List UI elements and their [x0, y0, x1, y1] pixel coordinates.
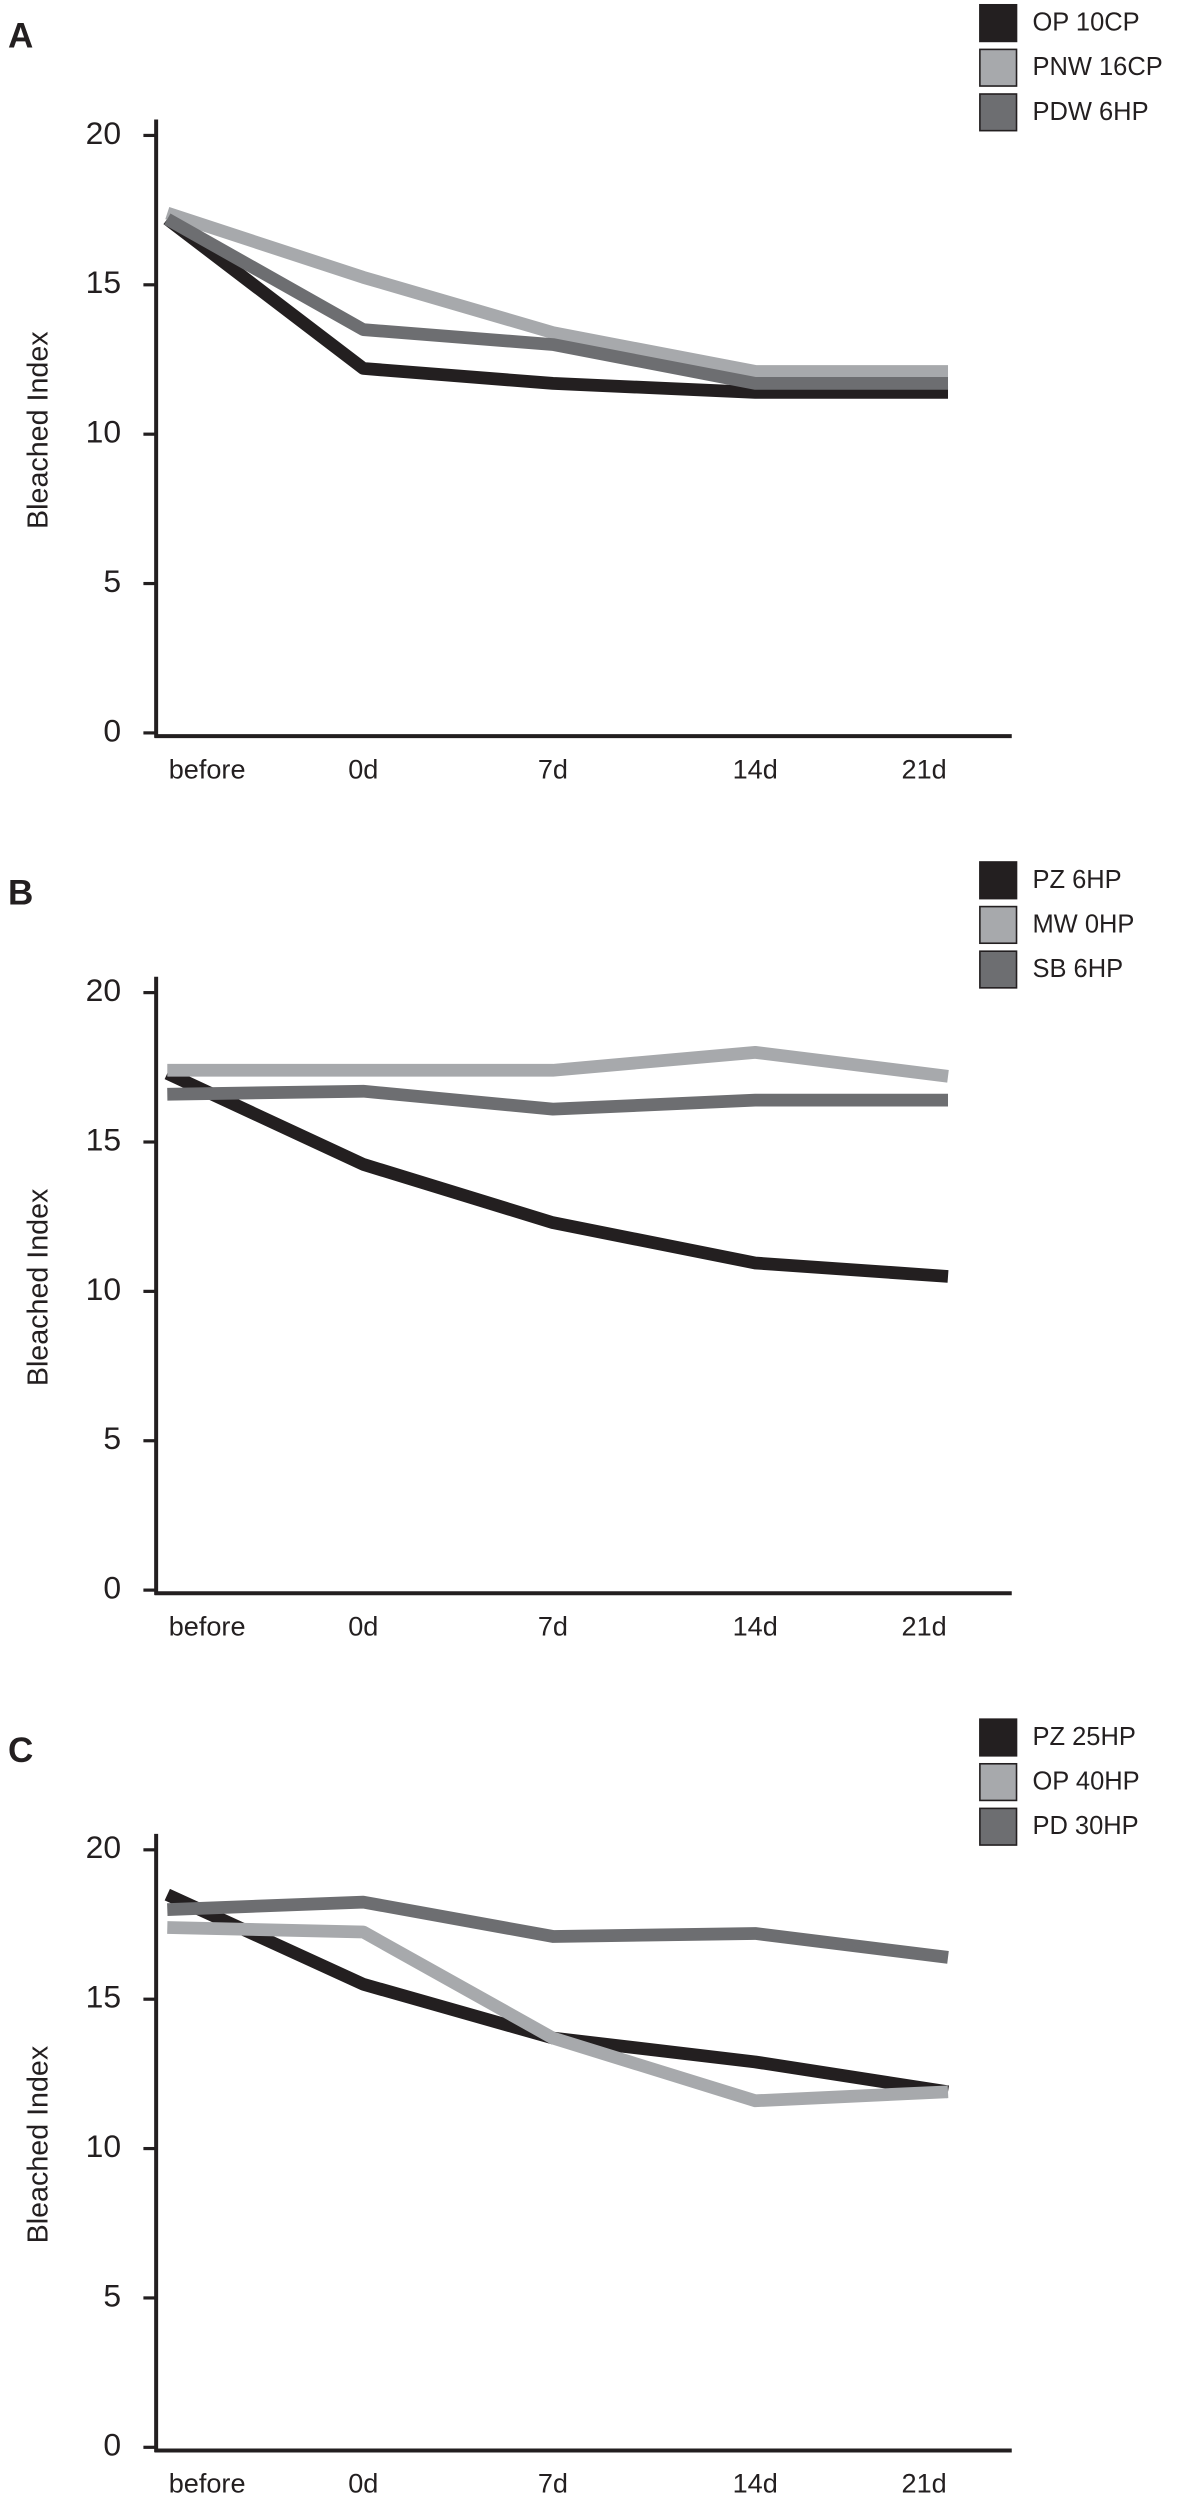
x-tick-label: 14d — [733, 2468, 778, 2499]
data-line — [165, 207, 949, 378]
legend-swatch — [979, 1762, 1018, 1802]
chart-panel: A Bleached Index 0 5 10 15 20 before 0d 7d 14d 21d O… — [8, 3, 1163, 784]
legend-swatch — [979, 3, 1018, 43]
legend-label: PNW 16CP — [1032, 53, 1162, 81]
x-tick-label: 21d — [902, 2468, 947, 2499]
legend-swatch — [979, 905, 1018, 945]
legend-swatch — [979, 1718, 1018, 1757]
x-tick-label: 7d — [538, 753, 568, 784]
legend-label: PD 30HP — [1032, 1812, 1138, 1840]
data-line — [163, 214, 949, 399]
data-line — [167, 1921, 949, 2108]
legend-label: PZ 6HP — [1032, 866, 1121, 894]
panel-label: B — [8, 874, 33, 913]
legend-label: PDW 6HP — [1032, 98, 1148, 126]
panel-label: C — [8, 1731, 33, 1770]
x-tick-label: 7d — [538, 2468, 568, 2499]
x-tick-label: 0d — [348, 753, 378, 784]
x-tick-label: before — [169, 753, 246, 784]
y-tick-label: 5 — [103, 563, 121, 599]
x-tick-label: before — [169, 2468, 246, 2499]
y-axis-label: Bleached Index — [22, 331, 54, 529]
y-tick-label: 5 — [103, 2277, 121, 2313]
y-axis-label: Bleached Index — [22, 1188, 54, 1386]
legend-swatch — [979, 48, 1018, 87]
data-line — [167, 1046, 949, 1083]
y-tick-label: 20 — [86, 1829, 121, 1865]
data-line — [164, 1067, 949, 1283]
legend-label: MW 0HP — [1032, 910, 1134, 938]
data-line — [167, 1084, 949, 1116]
x-tick-label: 21d — [902, 753, 947, 784]
y-tick-label: 10 — [86, 414, 121, 450]
legend-swatch — [979, 1807, 1018, 1846]
legend-label: SB 6HP — [1032, 955, 1123, 983]
x-tick-label: 21d — [902, 1611, 947, 1642]
y-tick-label: 5 — [103, 1420, 121, 1456]
x-tick-label: 0d — [348, 1611, 378, 1642]
x-tick-label: before — [169, 1611, 246, 1642]
x-tick-label: 7d — [538, 1611, 568, 1642]
x-tick-label: 14d — [733, 753, 778, 784]
y-tick-label: 15 — [86, 1121, 121, 1157]
y-tick-label: 15 — [86, 264, 121, 300]
y-tick-label: 20 — [86, 972, 121, 1008]
y-tick-label: 10 — [86, 1271, 121, 1307]
legend-label: OP 40HP — [1032, 1768, 1139, 1796]
chart-panel: B Bleached Index 0 5 10 15 20 before 0d 7d 14d 21d P… — [8, 861, 1134, 1642]
chart-panel: C Bleached Index 0 5 10 15 20 before 0d 7d 14d 21d P… — [8, 1718, 1140, 2499]
y-tick-label: 10 — [86, 2128, 121, 2164]
panel-label: A — [8, 17, 33, 56]
y-tick-label: 0 — [103, 1570, 121, 1606]
data-line — [167, 1895, 949, 1964]
legend-label: PZ 25HP — [1032, 1723, 1135, 1751]
legend-swatch — [979, 93, 1018, 132]
data-line — [164, 213, 949, 390]
x-tick-label: 0d — [348, 2468, 378, 2499]
legend-label: OP 10CP — [1032, 9, 1139, 37]
x-tick-label: 14d — [733, 1611, 778, 1642]
legend-swatch — [979, 950, 1018, 989]
y-tick-label: 0 — [103, 712, 121, 748]
y-axis-label: Bleached Index — [22, 2045, 54, 2243]
y-tick-label: 0 — [103, 2427, 121, 2463]
figure-content: A Bleached Index 0 5 10 15 20 before 0d 7d 14d 21d O… — [8, 3, 1163, 2499]
legend-swatch — [979, 861, 1018, 900]
y-tick-label: 20 — [86, 115, 121, 151]
y-tick-label: 15 — [86, 1979, 121, 2015]
